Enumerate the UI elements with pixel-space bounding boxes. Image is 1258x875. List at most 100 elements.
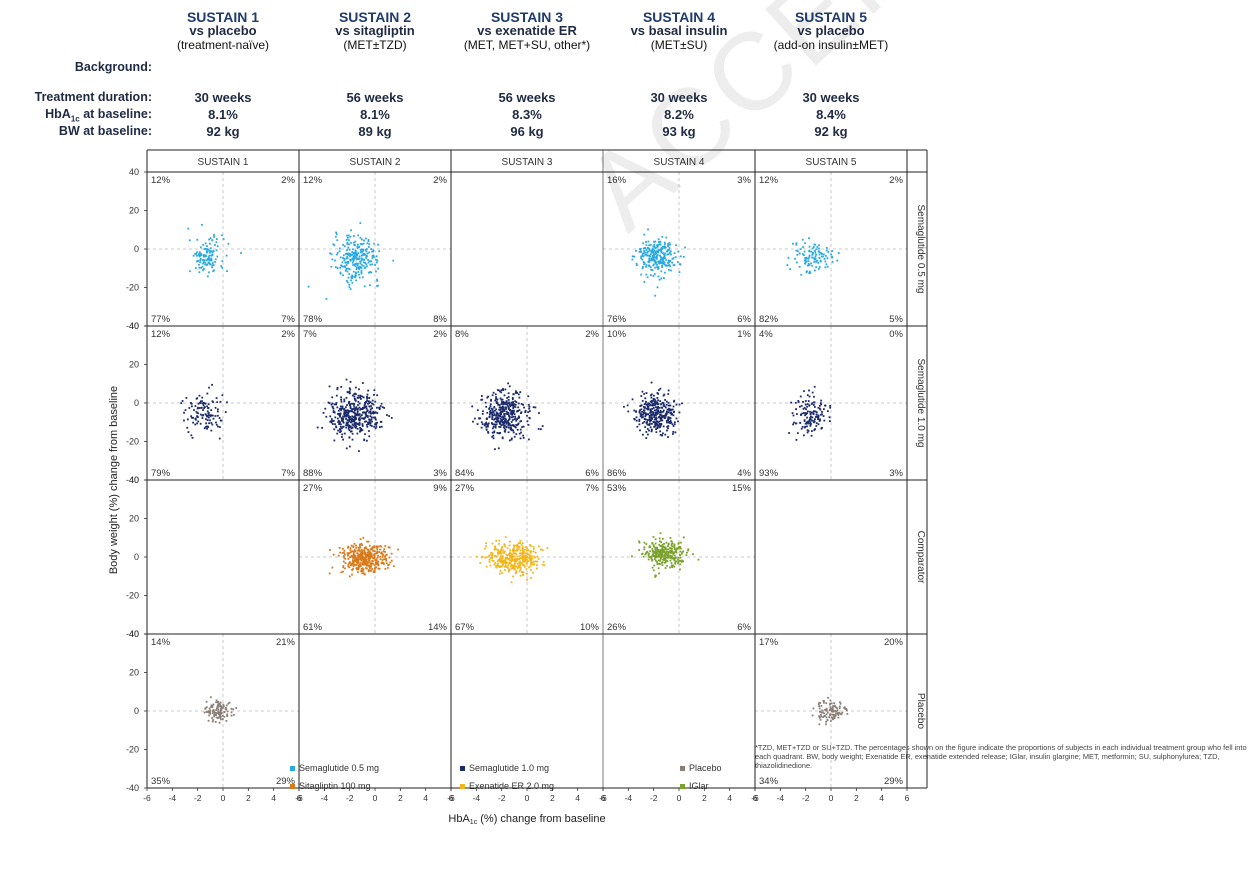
data-point: [357, 271, 360, 273]
data-point: [367, 569, 370, 571]
data-point: [356, 552, 359, 554]
data-point: [795, 438, 798, 441]
data-point: [194, 405, 197, 407]
data-point: [216, 401, 219, 404]
data-point: [659, 255, 662, 258]
data-point: [657, 260, 660, 263]
data-point: [495, 411, 498, 414]
data-point: [488, 407, 491, 409]
data-point: [642, 265, 644, 268]
data-point: [210, 429, 213, 432]
data-point: [525, 552, 528, 555]
data-point: [638, 423, 641, 426]
data-point: [657, 266, 660, 268]
quadrant-percentage: 6%: [737, 622, 751, 633]
data-point: [473, 417, 476, 420]
data-point: [662, 261, 665, 264]
data-point: [516, 544, 518, 547]
data-point: [354, 398, 357, 401]
quadrant-percentage: 8%: [455, 329, 469, 340]
data-point: [663, 246, 666, 249]
data-point: [352, 255, 355, 258]
data-point: [331, 566, 334, 569]
data-point: [665, 259, 668, 261]
data-point: [209, 712, 212, 715]
data-point: [542, 560, 545, 563]
data-point: [346, 423, 349, 426]
data-point: [372, 563, 374, 565]
data-point: [501, 561, 504, 564]
data-point: [534, 406, 537, 409]
data-point: [654, 554, 657, 557]
data-point: [374, 567, 376, 569]
x-tick-label: -6: [599, 793, 607, 803]
data-point: [353, 420, 356, 422]
data-point: [646, 421, 648, 423]
data-point: [804, 242, 806, 245]
study-bw-value: 96 kg: [510, 124, 544, 139]
data-point: [491, 552, 494, 555]
data-point: [649, 243, 652, 246]
data-point: [496, 560, 499, 563]
data-point: [653, 249, 656, 252]
data-point: [499, 422, 501, 425]
data-point: [359, 396, 362, 399]
data-point: [687, 548, 690, 551]
data-point: [351, 281, 354, 284]
data-point: [495, 421, 498, 423]
data-point: [499, 390, 501, 393]
data-point: [336, 239, 339, 242]
data-point: [502, 562, 504, 565]
data-point: [377, 563, 380, 565]
data-point: [508, 401, 510, 404]
data-point: [818, 247, 820, 250]
data-point: [503, 430, 506, 433]
data-point: [530, 555, 533, 558]
data-point: [358, 450, 360, 453]
data-point: [335, 403, 338, 406]
data-point: [219, 701, 222, 704]
x-tick-label: -4: [169, 793, 177, 803]
data-point: [641, 400, 644, 402]
data-point: [665, 250, 668, 253]
data-point: [660, 416, 663, 419]
data-point: [664, 399, 667, 401]
data-point: [361, 408, 364, 411]
data-point: [371, 560, 374, 562]
duration-row-label: Treatment duration:: [34, 90, 152, 104]
data-point: [198, 251, 201, 254]
data-point: [508, 552, 511, 555]
data-point: [343, 413, 346, 415]
data-point: [368, 557, 371, 560]
data-point: [351, 274, 354, 277]
data-point: [661, 401, 664, 404]
data-point: [497, 389, 499, 391]
data-point: [226, 714, 229, 717]
data-point: [356, 264, 359, 267]
data-point: [351, 419, 353, 422]
data-point: [508, 544, 511, 547]
data-point: [650, 257, 653, 260]
data-point: [648, 429, 650, 432]
data-point: [344, 567, 346, 570]
data-point: [646, 423, 649, 426]
data-point: [678, 411, 681, 414]
data-point: [368, 400, 370, 403]
data-point: [819, 402, 822, 404]
data-point: [641, 553, 643, 555]
data-point: [654, 294, 657, 297]
data-point: [191, 405, 193, 408]
data-point: [529, 563, 532, 565]
data-point: [513, 413, 516, 415]
data-point: [512, 544, 515, 547]
data-point: [488, 415, 491, 418]
data-point: [357, 564, 360, 567]
data-point: [368, 418, 370, 421]
data-point: [665, 413, 667, 416]
data-point: [659, 532, 662, 535]
data-point: [352, 252, 355, 254]
data-point: [369, 556, 372, 559]
data-point: [677, 542, 680, 545]
data-point: [514, 572, 517, 575]
data-point: [364, 406, 367, 409]
